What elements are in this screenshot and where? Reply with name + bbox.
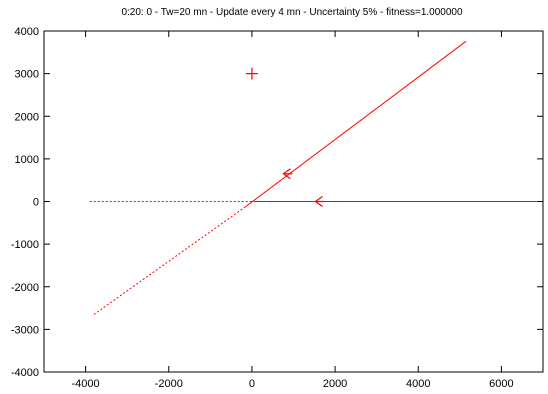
markers-group: [245, 67, 325, 207]
x-tick-label-3: 2000: [323, 378, 347, 390]
y-tick-label-2: -2000: [11, 282, 39, 294]
x-tick-label-4: 4000: [406, 378, 430, 390]
marker-plus-0: [245, 67, 258, 80]
y-tick-label-3: -1000: [11, 239, 39, 251]
marker-arrow-left-2: [314, 196, 325, 207]
y-tick-label-5: 1000: [15, 154, 39, 166]
y-tick-label-7: 3000: [15, 69, 39, 81]
y-tick-label-0: -4000: [11, 367, 39, 379]
y-tick-label-1: -3000: [11, 324, 39, 336]
series-group: [89, 40, 537, 315]
y-tick-label-6: 2000: [15, 111, 39, 123]
y-tick-label-8: 4000: [15, 26, 39, 38]
series-line-1: [93, 206, 246, 315]
axes: -4000 -3000 -2000 -1000 0 1000 2000 3000 4000 -40…: [11, 26, 543, 390]
x-tick-label-5: 6000: [489, 378, 513, 390]
x-tick-label-1: -2000: [155, 378, 183, 390]
marker-arrow-left-1: [282, 168, 293, 180]
chart-title: 0:20: 0 - Tw=20 mn - Update every 4 mn -…: [121, 7, 463, 18]
x-tick-label-2: 0: [249, 378, 255, 390]
series-line-0: [245, 40, 467, 207]
y-tick-label-4: 0: [33, 197, 39, 209]
x-tick-label-0: -4000: [72, 378, 100, 390]
